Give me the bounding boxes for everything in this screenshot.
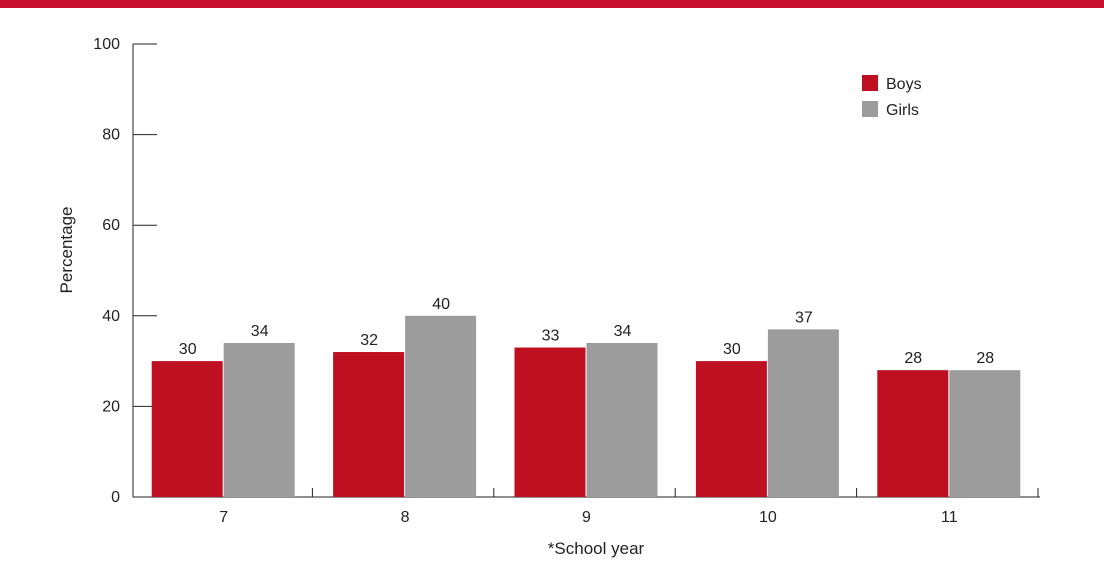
bar-girls — [223, 342, 295, 497]
legend-swatch-boys — [862, 75, 878, 91]
x-axis-title: *School year — [548, 539, 645, 558]
y-tick-label: 0 — [111, 489, 120, 506]
y-axis-title: Percentage — [57, 207, 76, 294]
data-label: 34 — [251, 323, 269, 340]
data-label: 34 — [614, 323, 632, 340]
data-label: 30 — [723, 341, 741, 358]
top-accent-band — [0, 0, 1104, 8]
bar-boys — [333, 352, 405, 497]
y-tick-label: 20 — [102, 398, 120, 415]
x-tick-label: 8 — [401, 509, 410, 526]
bar-girls — [586, 342, 658, 497]
bar-boys — [151, 361, 223, 497]
x-tick-label: 10 — [759, 509, 777, 526]
bar-boys — [877, 370, 949, 497]
data-label: 33 — [542, 328, 560, 345]
data-labels: 30 32 33 30 28 34 40 34 37 28 — [179, 296, 994, 367]
data-label: 28 — [976, 350, 994, 367]
legend-label-girls: Girls — [886, 102, 919, 119]
data-label: 28 — [904, 350, 922, 367]
bar-boys — [514, 347, 586, 497]
x-tick-label: 9 — [582, 509, 591, 526]
bar-girls — [405, 315, 477, 497]
x-tick-label: 7 — [219, 509, 228, 526]
y-tick-label: 100 — [93, 36, 120, 53]
data-label: 40 — [432, 296, 450, 313]
x-tick-label: 11 — [941, 509, 958, 526]
data-label: 30 — [179, 341, 197, 358]
bars — [151, 315, 1021, 497]
y-tick-label: 40 — [102, 308, 120, 325]
bar-girls — [767, 329, 839, 497]
legend-label-boys: Boys — [886, 76, 922, 93]
bar-boys — [695, 361, 767, 497]
legend-swatch-girls — [862, 101, 878, 117]
data-label: 32 — [360, 332, 378, 349]
y-axis: 0 20 40 60 80 100 — [93, 36, 157, 506]
bar-girls — [949, 370, 1021, 497]
y-tick-label: 60 — [102, 217, 120, 234]
legend: Boys Girls — [862, 75, 922, 119]
data-label: 37 — [795, 309, 813, 326]
y-tick-label: 80 — [102, 127, 120, 144]
